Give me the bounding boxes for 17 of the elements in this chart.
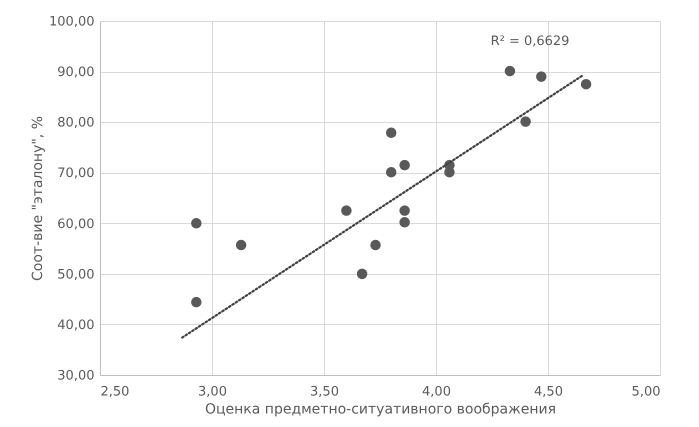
x-tick-label: 5,00 xyxy=(632,384,660,400)
x-axis-title: Оценка предметно-ситуативного воображения xyxy=(204,402,556,418)
y-tick-label: 30,00 xyxy=(57,368,94,384)
y-axis-title: Соот-вие "эталону", % xyxy=(30,116,46,281)
y-tick-label: 40,00 xyxy=(57,318,94,333)
y-tick-label: 60,00 xyxy=(57,216,94,232)
x-tick-label: 2,50 xyxy=(100,384,130,400)
annotation: R² = 0,6629 xyxy=(490,34,570,49)
x-tick-label: 3,50 xyxy=(310,384,339,400)
y-tick-label: 100,00 xyxy=(49,14,94,30)
y-tick-label: 50,00 xyxy=(57,267,94,282)
x-tick-label: 4,00 xyxy=(422,384,451,400)
y-tick-label: 80,00 xyxy=(57,116,94,131)
y-tick-label: 70,00 xyxy=(57,166,94,182)
y-tick-label: 90,00 xyxy=(57,65,94,80)
x-tick-label: 3,00 xyxy=(198,384,227,400)
x-tick-label: 4,50 xyxy=(534,384,563,400)
